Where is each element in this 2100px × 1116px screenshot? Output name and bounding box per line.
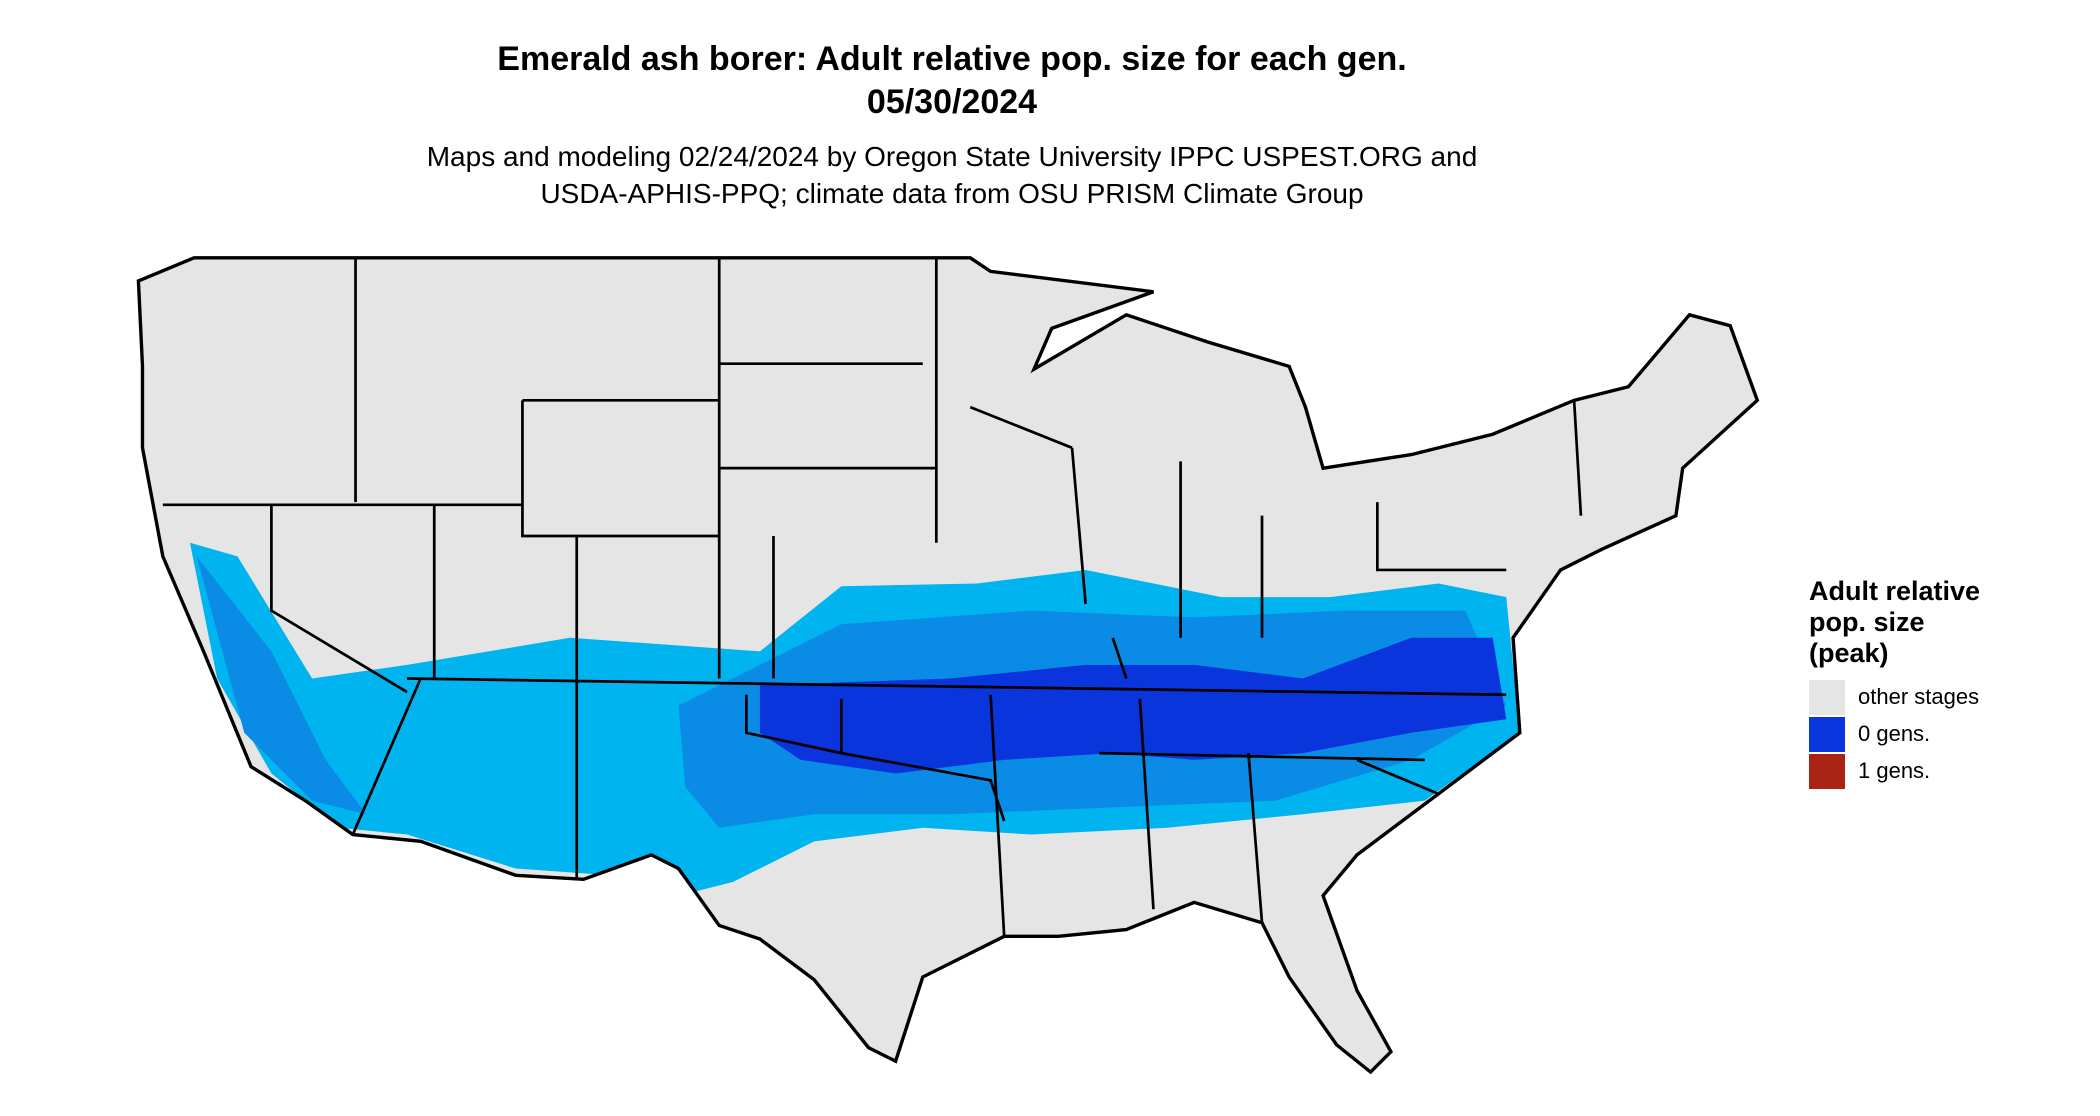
legend-swatch (1809, 680, 1845, 715)
state-borders (162, 257, 1583, 937)
legend-label: other stages (1858, 684, 1979, 709)
legend-label: 0 gens. (1858, 721, 1930, 746)
us-map (136, 256, 1760, 1074)
legend-title: (peak) (1809, 638, 1889, 668)
title: Emerald ash borer: Adult relative pop. s… (497, 40, 1406, 78)
legend-swatch (1809, 754, 1845, 789)
legend-title: pop. size (1809, 607, 1925, 637)
legend-title: Adult relative (1809, 576, 1980, 606)
subtitle: USDA-APHIS-PPQ; climate data from OSU PR… (540, 178, 1363, 209)
population-shading (189, 542, 1520, 896)
subtitle: Maps and modeling 02/24/2024 by Oregon S… (427, 141, 1478, 172)
title-date: 05/30/2024 (867, 83, 1037, 121)
legend-label: 1 gens. (1858, 758, 1930, 783)
legend-swatch (1809, 717, 1845, 752)
